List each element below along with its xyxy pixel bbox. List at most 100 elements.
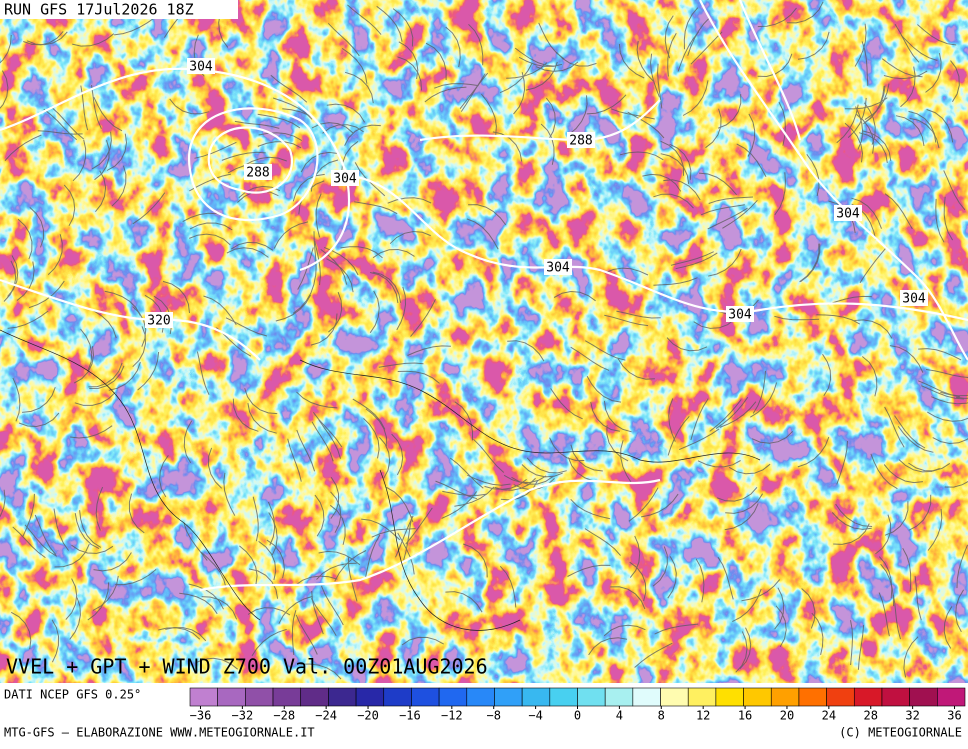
streamline: [697, 460, 741, 468]
streamline: [897, 425, 934, 453]
streamline: [467, 474, 511, 486]
streamline: [606, 424, 629, 462]
streamline: [318, 419, 341, 459]
streamline: [74, 513, 100, 550]
streamline: [668, 398, 676, 442]
streamline: [314, 494, 325, 537]
colorbar-swatch: [521, 687, 551, 707]
streamline: [27, 31, 68, 46]
streamline: [669, 143, 692, 180]
streamline: [844, 122, 864, 163]
streamline: [833, 523, 870, 545]
streamline: [894, 415, 926, 449]
streamline: [894, 24, 920, 63]
colorbar-swatch: [328, 687, 357, 707]
streamline: [0, 70, 9, 109]
streamline: [708, 248, 742, 277]
streamline: [914, 575, 922, 621]
streamline: [736, 143, 767, 178]
streamline: [34, 514, 57, 556]
streamline: [189, 222, 233, 231]
streamline: [657, 63, 663, 109]
colorbar-swatch: [549, 687, 578, 707]
streamline: [861, 356, 878, 397]
streamline: [22, 493, 35, 538]
streamline: [247, 403, 277, 434]
colorbar-swatch: [604, 687, 634, 707]
coastlines: [0, 329, 761, 631]
colorbar-swatch: [355, 687, 385, 707]
streamline: [719, 401, 757, 428]
streamline: [108, 361, 141, 391]
streamline: [856, 114, 875, 154]
streamline: [51, 619, 60, 663]
streamline: [567, 564, 611, 577]
streamline: [257, 141, 302, 149]
streamline: [225, 317, 268, 337]
streamline: [682, 80, 709, 116]
colorbar-tick-label: −4: [528, 709, 542, 723]
streamline: [158, 627, 201, 640]
streamline: [506, 62, 548, 79]
streamline: [570, 498, 611, 520]
streamline: [275, 294, 312, 322]
streamline: [917, 24, 957, 46]
streamline: [425, 42, 447, 80]
streamline: [221, 151, 266, 161]
streamline: [434, 83, 479, 89]
streamline: [921, 385, 965, 400]
streamline: [183, 420, 193, 464]
map-title: VVEL + GPT + WIND Z700 Val. 00Z01AUG2026: [6, 655, 488, 679]
streamline: [361, 518, 401, 541]
streamline: [751, 430, 794, 444]
streamline: [956, 544, 968, 589]
colorbar-swatch: [383, 687, 412, 707]
streamline: [69, 597, 81, 640]
contour-label: 288: [569, 134, 592, 149]
streamline: [396, 286, 407, 331]
streamline: [927, 508, 943, 551]
streamline: [811, 612, 824, 656]
streamline: [854, 319, 893, 339]
streamline: [850, 620, 854, 666]
streamline: [801, 588, 816, 629]
streamline: [858, 132, 888, 163]
streamline: [705, 108, 722, 149]
streamline: [889, 345, 924, 373]
streamline: [65, 578, 78, 620]
streamline: [63, 184, 76, 227]
streamline: [757, 53, 793, 78]
streamline: [95, 170, 107, 213]
data-source: DATI NCEP GFS 0.25°: [4, 688, 141, 702]
streamline: [386, 486, 414, 523]
streamline: [663, 179, 701, 201]
streamline: [442, 490, 487, 496]
colorbar-swatch: [798, 687, 827, 707]
streamline: [883, 70, 928, 80]
streamline: [854, 23, 867, 67]
streamline: [454, 401, 473, 441]
streamline: [300, 151, 338, 173]
contour-label: 304: [189, 60, 213, 75]
streamline: [238, 185, 281, 199]
streamline: [372, 248, 415, 259]
streamline: [610, 586, 646, 610]
streamline: [468, 23, 484, 66]
streamline: [525, 61, 558, 91]
colorbar-swatch: [687, 687, 717, 707]
streamline: [926, 369, 968, 379]
streamline: [88, 362, 123, 388]
contour-label-box: [187, 58, 215, 74]
contour-label-box: [244, 164, 272, 180]
streamline: [619, 151, 664, 161]
colorbar-tick-label: 16: [738, 709, 752, 723]
streamline: [944, 480, 968, 488]
streamline: [650, 53, 660, 98]
contour-label-box: [900, 290, 928, 306]
streamline: [604, 267, 649, 276]
streamline: [503, 474, 547, 484]
streamline: [698, 172, 737, 196]
streamline: [29, 207, 45, 248]
